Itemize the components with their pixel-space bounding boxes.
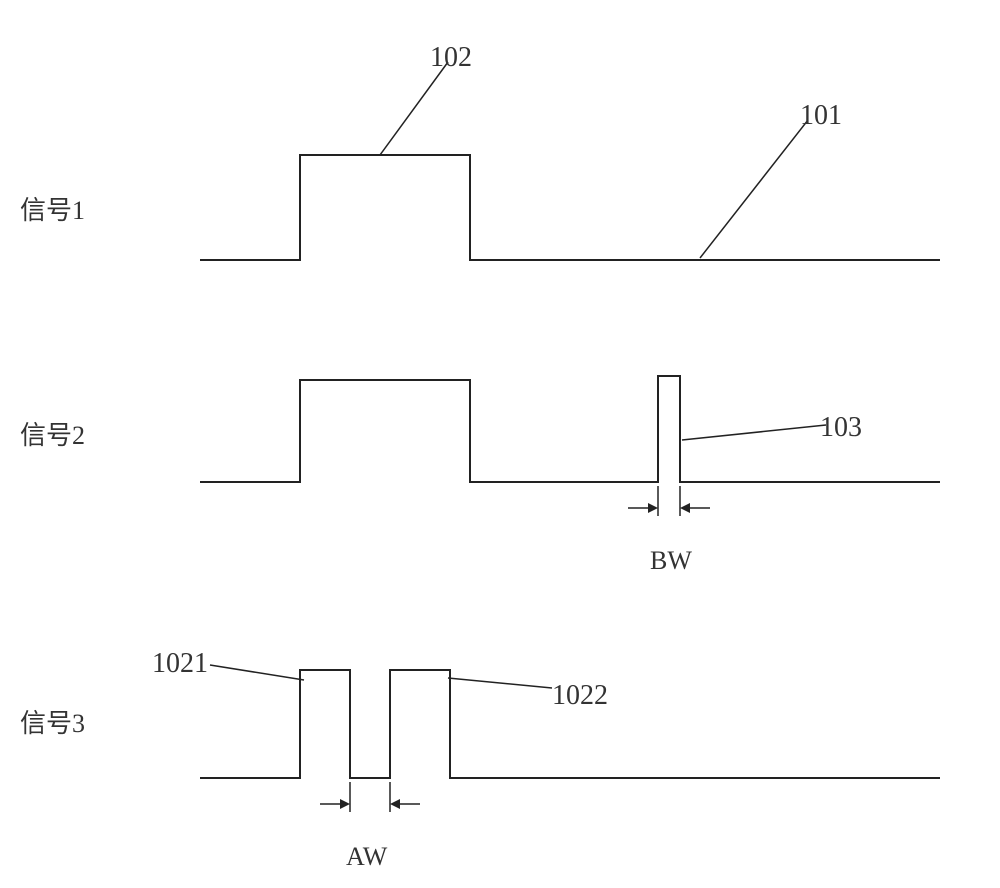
- dimension-bw-label: BW: [650, 546, 692, 576]
- diagram-svg: [0, 0, 1000, 888]
- callout-1022: 1022: [552, 680, 608, 712]
- signal3-label: 信号3: [20, 703, 85, 740]
- signal1-label: 信号1: [20, 190, 85, 227]
- signal2-label: 信号2: [20, 415, 85, 452]
- callout-102: 102: [430, 42, 472, 74]
- dimension-aw-label: AW: [346, 842, 387, 872]
- callout-103: 103: [820, 412, 862, 444]
- callout-101: 101: [800, 100, 842, 132]
- callout-1021: 1021: [152, 648, 208, 680]
